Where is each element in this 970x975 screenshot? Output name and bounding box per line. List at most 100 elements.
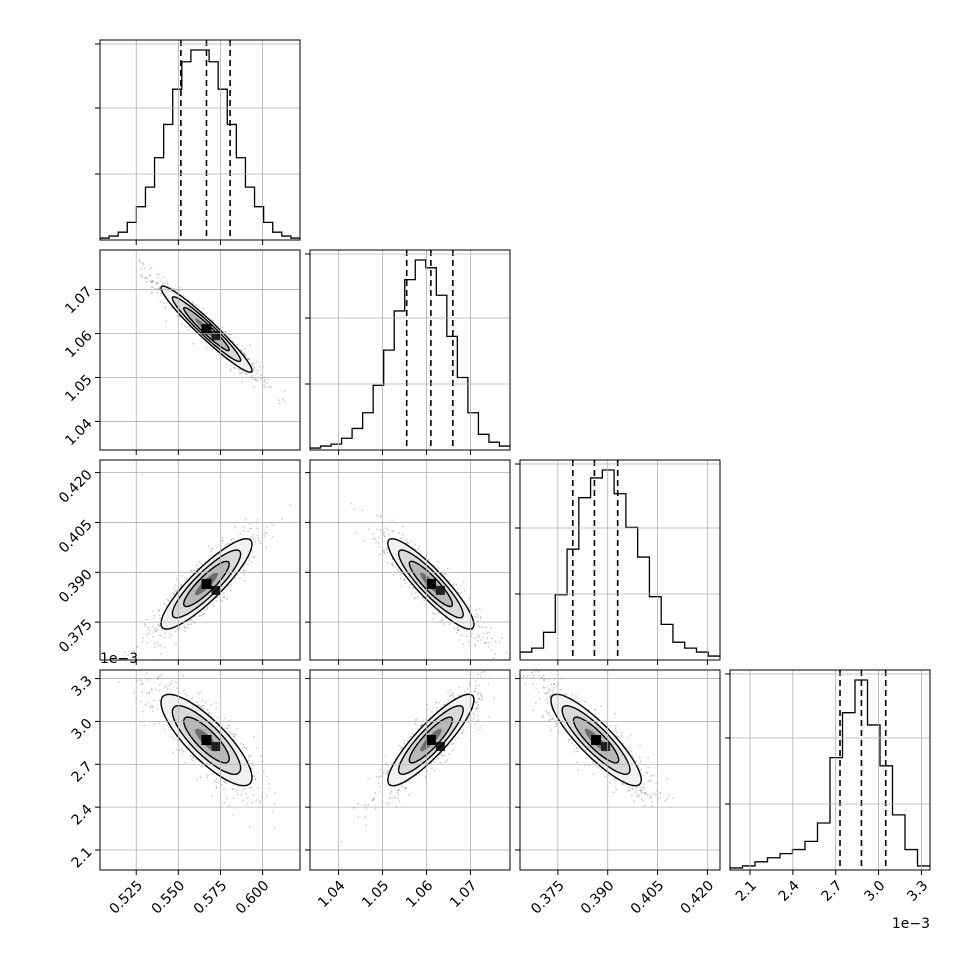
scatter-point <box>475 709 477 711</box>
scatter-point <box>245 793 247 795</box>
scatter-point <box>478 635 480 637</box>
scatter-point <box>366 808 368 810</box>
hist-bar <box>893 815 906 870</box>
scatter-point <box>615 730 617 732</box>
scatter-panel-1-2 <box>305 460 521 665</box>
hist-bar <box>182 62 191 240</box>
scatter-point <box>157 629 159 631</box>
axes-frame <box>100 250 300 450</box>
scatter-point <box>258 540 260 542</box>
scatter-point <box>239 533 241 535</box>
scatter-point <box>443 623 445 625</box>
scatter-point <box>196 779 198 781</box>
scatter-point <box>476 707 478 709</box>
scatter-point <box>253 736 255 738</box>
scatter-point <box>392 564 394 566</box>
scatter-point <box>184 625 186 627</box>
hist-bar <box>614 494 626 660</box>
scatter-point <box>184 325 186 327</box>
scatter-point <box>159 684 161 686</box>
scatter-point <box>201 765 203 767</box>
scatter-point <box>195 304 197 306</box>
scatter-point <box>166 280 168 282</box>
hist-bar <box>649 597 661 660</box>
scatter-point <box>410 540 412 542</box>
scatter-point <box>256 373 258 375</box>
y-tick-label: 0.390 <box>56 567 96 607</box>
scatter-point <box>203 705 205 707</box>
scatter-point <box>401 585 403 587</box>
scatter-point <box>260 374 262 376</box>
scatter-point <box>405 787 407 789</box>
scatter-point <box>265 775 267 777</box>
scatter-point <box>247 797 249 799</box>
scatter-point <box>527 675 529 677</box>
scatter-point <box>198 561 200 563</box>
y-tick-label: 3.0 <box>69 716 96 743</box>
scatter-point <box>452 694 454 696</box>
scatter-point <box>263 771 265 773</box>
scatter-point <box>151 286 153 288</box>
scatter-point <box>241 349 243 351</box>
scatter-point <box>483 633 485 635</box>
scatter-point <box>616 732 618 734</box>
scatter-point <box>431 767 433 769</box>
scatter-point <box>447 692 449 694</box>
scatter-point <box>152 636 154 638</box>
axes-frame <box>100 670 300 870</box>
hist-bar <box>843 713 856 870</box>
hist-bar <box>555 595 567 660</box>
scatter-point <box>193 757 195 759</box>
scatter-point <box>357 803 359 805</box>
scatter-point <box>475 637 477 639</box>
scatter-point <box>149 268 151 270</box>
scatter-point <box>234 366 236 368</box>
scatter-point <box>542 716 544 718</box>
y-tick-label: 0.420 <box>56 467 96 507</box>
scatter-point <box>501 637 503 639</box>
y-tick-label: 1.07 <box>62 284 95 317</box>
scatter-point <box>233 785 235 787</box>
scatter-point <box>385 549 387 551</box>
scatter-point <box>475 723 477 725</box>
scatter-point <box>221 537 223 539</box>
scatter-point <box>415 592 417 594</box>
scatter-point <box>226 782 228 784</box>
scatter-point <box>402 786 404 788</box>
density-peak-cell <box>201 579 211 589</box>
hist-bar <box>164 124 173 240</box>
scatter-point <box>191 697 193 699</box>
scatter-point <box>222 539 224 541</box>
scatter-point <box>434 770 436 772</box>
scatter-point <box>436 707 438 709</box>
scatter-point <box>477 640 479 642</box>
scatter-point <box>254 541 256 543</box>
scatter-point <box>233 738 235 740</box>
scatter-point <box>437 561 439 563</box>
scatter-point <box>263 384 265 386</box>
scatter-point <box>203 613 205 615</box>
scatter-point <box>157 624 159 626</box>
scatter-point <box>140 701 142 703</box>
scatter-point <box>267 378 269 380</box>
scatter-point <box>446 759 448 761</box>
x-tick-label: 2.1 <box>733 878 760 905</box>
scatter-point <box>264 532 266 534</box>
hist-bar <box>685 648 697 660</box>
hist-bar <box>218 89 227 240</box>
scatter-point <box>165 685 167 687</box>
scatter-point <box>476 614 478 616</box>
hist-bar <box>868 725 881 870</box>
scatter-point <box>490 627 492 629</box>
scatter-point <box>146 692 148 694</box>
hist-bar <box>780 854 793 870</box>
scatter-point <box>146 634 148 636</box>
scatter-point <box>480 616 482 618</box>
scatter-point <box>447 568 449 570</box>
scatter-point <box>244 580 246 582</box>
scatter-point <box>403 579 405 581</box>
scatter-point <box>140 668 142 670</box>
scatter-point <box>259 542 261 544</box>
scatter-point <box>186 578 188 580</box>
